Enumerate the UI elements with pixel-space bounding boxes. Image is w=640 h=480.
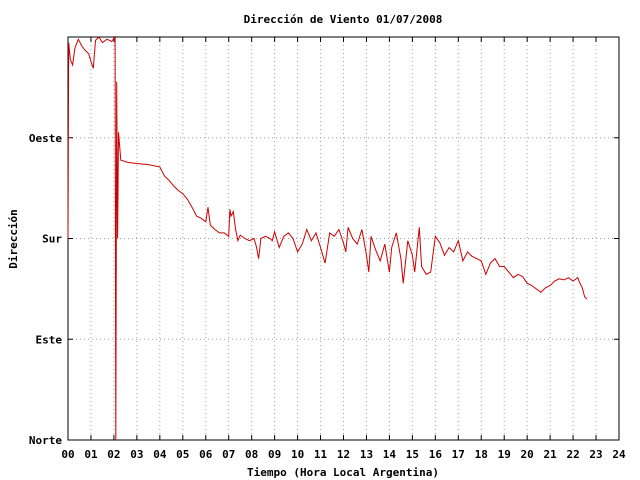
x-tick-label: 05 [176, 448, 189, 461]
x-tick-label: 18 [475, 448, 488, 461]
x-tick-label: 01 [84, 448, 98, 461]
x-axis-ticks: 00 01 02 03 04 05 06 07 08 09 10 11 12 13 14 15 16 17 18 19… [61, 37, 626, 461]
x-tick-label: 14 [383, 448, 397, 461]
x-tick-label: 15 [406, 448, 419, 461]
x-tick-label: 03 [130, 448, 143, 461]
wind-direction-line [67, 35, 588, 441]
grid-lines [68, 37, 619, 440]
x-tick-label: 07 [222, 448, 235, 461]
x-tick-label: 00 [61, 448, 74, 461]
x-tick-label: 12 [337, 448, 350, 461]
x-tick-label: 21 [544, 448, 558, 461]
x-tick-label: 04 [153, 448, 167, 461]
x-tick-label: 10 [291, 448, 304, 461]
x-tick-label: 19 [498, 448, 511, 461]
y-tick-label: Oeste [29, 132, 62, 145]
x-tick-label: 22 [566, 448, 579, 461]
y-tick-label: Este [36, 333, 63, 346]
x-axis-label: Tiempo (Hora Local Argentina) [247, 466, 439, 479]
x-tick-label: 08 [245, 448, 258, 461]
x-tick-label: 24 [612, 448, 626, 461]
x-tick-label: 17 [452, 448, 465, 461]
series-group [67, 35, 588, 441]
y-axis-label: Dirección [7, 209, 20, 269]
y-axis-ticks: Norte Este Sur Oeste [29, 132, 619, 447]
x-tick-label: 06 [199, 448, 213, 461]
x-tick-label: 20 [521, 448, 534, 461]
y-tick-label: Norte [29, 434, 62, 447]
x-tick-label: 16 [429, 448, 443, 461]
x-tick-label: 11 [314, 448, 328, 461]
x-tick-label: 23 [589, 448, 602, 461]
y-tick-label: Sur [42, 233, 62, 246]
chart-title: Dirección de Viento 01/07/2008 [244, 13, 443, 26]
x-tick-label: 02 [107, 448, 120, 461]
x-tick-label: 13 [360, 448, 373, 461]
x-tick-label: 09 [268, 448, 281, 461]
